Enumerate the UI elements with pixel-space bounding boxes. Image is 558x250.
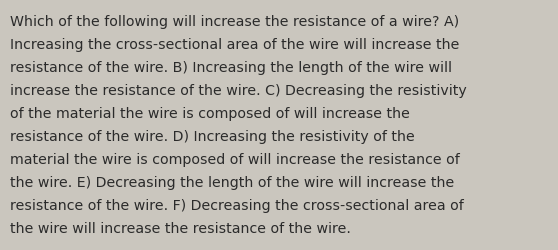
Text: the wire. E) Decreasing the length of the wire will increase the: the wire. E) Decreasing the length of th…: [10, 175, 454, 189]
Text: of the material the wire is composed of will increase the: of the material the wire is composed of …: [10, 106, 410, 120]
Text: Increasing the cross-sectional area of the wire will increase the: Increasing the cross-sectional area of t…: [10, 38, 459, 52]
Text: resistance of the wire. D) Increasing the resistivity of the: resistance of the wire. D) Increasing th…: [10, 130, 415, 143]
Text: Which of the following will increase the resistance of a wire? A): Which of the following will increase the…: [10, 15, 459, 29]
Text: increase the resistance of the wire. C) Decreasing the resistivity: increase the resistance of the wire. C) …: [10, 84, 466, 98]
Text: material the wire is composed of will increase the resistance of: material the wire is composed of will in…: [10, 152, 460, 166]
Text: resistance of the wire. F) Decreasing the cross-sectional area of: resistance of the wire. F) Decreasing th…: [10, 198, 464, 212]
Text: the wire will increase the resistance of the wire.: the wire will increase the resistance of…: [10, 221, 351, 235]
Text: resistance of the wire. B) Increasing the length of the wire will: resistance of the wire. B) Increasing th…: [10, 61, 452, 75]
